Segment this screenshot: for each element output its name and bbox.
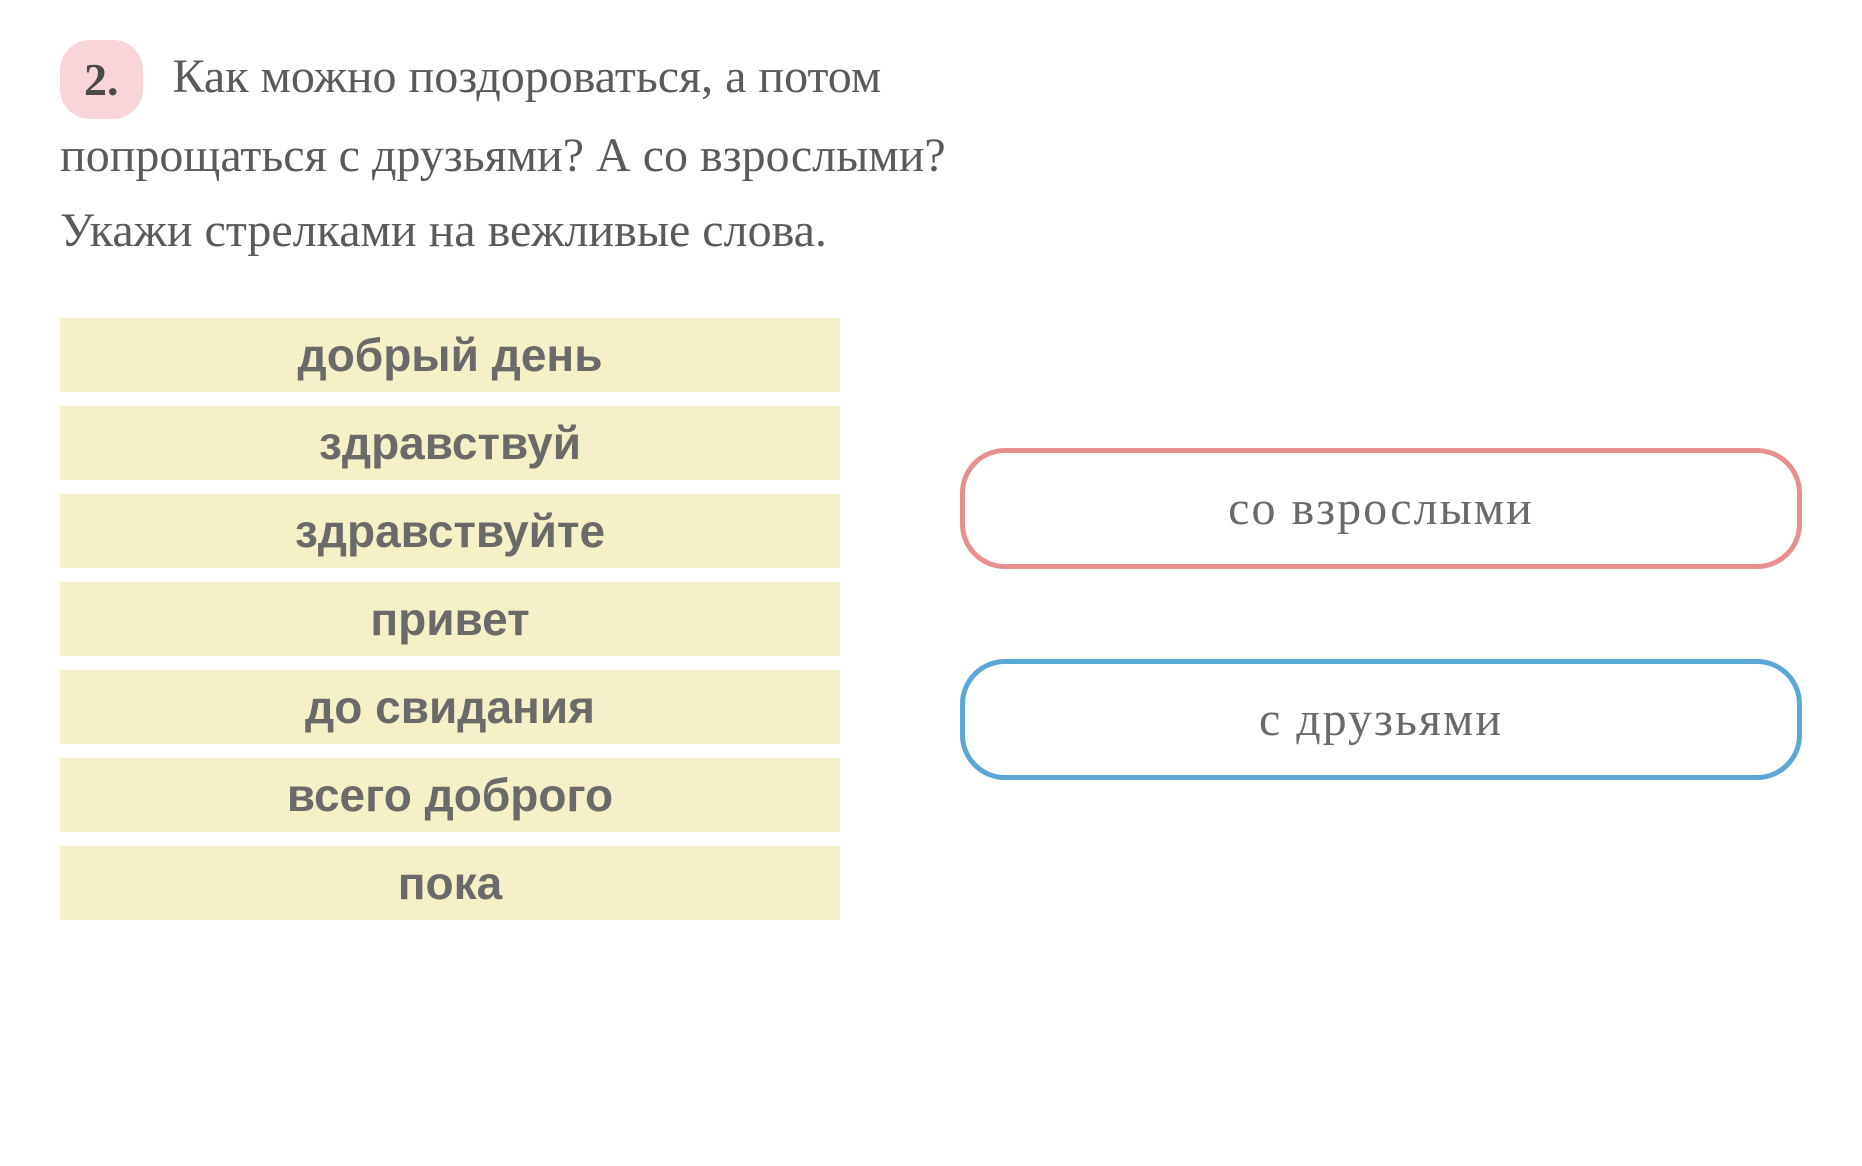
phrase-item: привет [60, 582, 840, 656]
phrase-item: здравствуй [60, 406, 840, 480]
question-line-2: попрощаться с друзьями? А со взрослыми? [60, 129, 946, 182]
content-area: добрый день здравствуй здравствуйте прив… [60, 318, 1802, 934]
phrase-item: до свидания [60, 670, 840, 744]
phrase-item: всего доброго [60, 758, 840, 832]
question-line-3: Укажи стрелками на вежливые слова. [60, 204, 827, 257]
target-friends: с друзьями [960, 659, 1802, 780]
target-adults: со взрослыми [960, 448, 1802, 569]
phrase-item: добрый день [60, 318, 840, 392]
question-line-1: Как можно поздороваться, а потом [173, 50, 882, 103]
targets-column: со взрослыми с друзьями [840, 318, 1802, 934]
phrase-item: здравствуйте [60, 494, 840, 568]
question-block: 2. Как можно поздороваться, а потом попро… [60, 40, 1802, 268]
phrase-item: пока [60, 846, 840, 920]
exercise-number: 2. [60, 40, 143, 119]
exercise-header: 2. Как можно поздороваться, а потом попро… [60, 40, 1802, 268]
phrases-column: добрый день здравствуй здравствуйте прив… [60, 318, 840, 934]
